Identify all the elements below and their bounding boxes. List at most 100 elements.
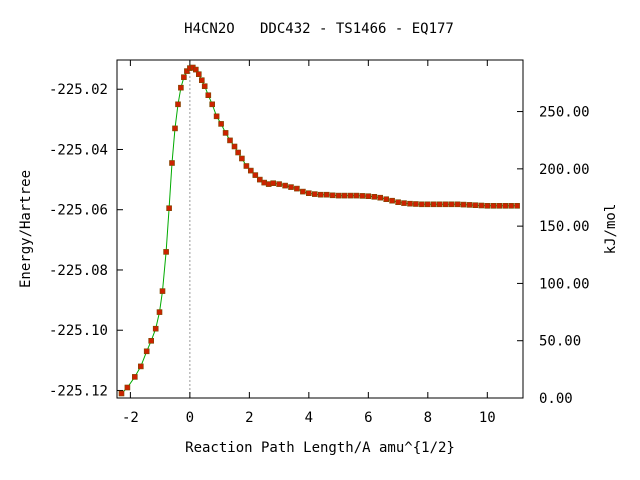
data-point: [424, 201, 431, 208]
data-point: [323, 191, 330, 198]
data-point: [205, 92, 212, 98]
data-point: [442, 201, 449, 208]
data-point: [472, 202, 479, 208]
y-axis-ticks: -225.02 -225.04 -225.06 -225.08 -225.10 -225.…: [49, 82, 123, 399]
data-point: [248, 167, 254, 174]
data-point: [288, 184, 294, 190]
data-point: [377, 194, 384, 201]
data-point: [430, 201, 437, 208]
data-point: [460, 201, 467, 208]
chart-title: H4CN2O DDC432 - TS1466 - EQ177: [184, 21, 454, 37]
data-point: [359, 193, 366, 199]
data-point: [252, 172, 259, 178]
data-point: [270, 180, 277, 186]
data-point: [156, 309, 163, 315]
y2-axis-ticks: 250.00 200.00 150.00 100.00 50.00 0.00: [517, 105, 590, 407]
data-point: [138, 363, 144, 370]
data-point: [347, 192, 354, 199]
x-axis-label: Reaction Path Length/A amu^{1/2}: [185, 440, 455, 456]
data-point: [395, 199, 401, 205]
data-point: [484, 203, 491, 209]
data-point: [496, 203, 503, 209]
y-tick-label: -225.10: [49, 323, 108, 339]
data-point: [466, 202, 473, 208]
data-point: [282, 182, 288, 189]
data-point: [256, 176, 263, 183]
y2-tick-label: 250.00: [539, 105, 590, 121]
data-point: [317, 191, 324, 198]
x-tick-label: 2: [245, 410, 253, 426]
energy-series-line: [121, 66, 518, 394]
data-point: [454, 201, 461, 208]
data-point: [419, 201, 425, 208]
y2-tick-label: 200.00: [539, 162, 590, 178]
data-point: [227, 137, 233, 144]
data-point: [329, 192, 336, 199]
data-point: [365, 193, 372, 199]
x-tick-label: 6: [364, 410, 372, 426]
data-point: [199, 77, 205, 83]
data-point: [300, 188, 306, 195]
data-point: [311, 191, 318, 197]
data-point: [166, 205, 172, 211]
data-point: [148, 337, 154, 344]
y-tick-label: -225.08: [49, 263, 108, 279]
data-point: [514, 203, 520, 209]
data-point: [124, 384, 131, 391]
y2-tick-label: 0.00: [539, 391, 573, 407]
data-point: [118, 390, 125, 397]
data-point: [235, 149, 241, 156]
y2-axis-label: kJ/mol: [603, 204, 619, 255]
energy-series-markers: [118, 64, 520, 397]
y-tick-label: -225.04: [49, 142, 108, 158]
x-tick-label: 10: [479, 410, 496, 426]
data-point: [478, 202, 485, 209]
data-point: [143, 348, 150, 355]
data-point: [490, 203, 497, 209]
data-point: [341, 192, 348, 199]
data-point: [231, 143, 238, 150]
data-point: [383, 196, 390, 202]
data-point: [239, 155, 245, 162]
y-tick-label: -225.06: [49, 203, 108, 219]
data-point: [169, 160, 175, 166]
y-tick-label: -225.02: [49, 82, 108, 98]
data-point: [335, 192, 342, 199]
data-point: [132, 374, 138, 380]
y-axis-label: Energy/Hartree: [18, 170, 34, 288]
data-point: [401, 200, 407, 206]
data-point: [508, 203, 514, 209]
y-tick-label: -225.12: [49, 383, 108, 399]
data-point: [243, 163, 250, 169]
data-point: [196, 71, 202, 77]
data-point: [193, 66, 199, 73]
data-point: [413, 201, 419, 207]
x-tick-label: 8: [424, 410, 432, 426]
data-point: [213, 113, 220, 120]
data-point: [152, 325, 159, 332]
x-tick-label: 0: [186, 410, 194, 426]
x-tick-label: -2: [122, 410, 139, 426]
data-point: [209, 101, 215, 108]
x-tick-label: 4: [305, 410, 313, 426]
data-point: [371, 194, 378, 200]
data-point: [436, 201, 443, 208]
x-axis-ticks: -2 0 2 4 6 8 10: [122, 60, 496, 426]
data-point: [172, 125, 178, 132]
y2-tick-label: 50.00: [539, 334, 581, 350]
data-point: [353, 192, 360, 199]
data-point: [181, 74, 187, 80]
data-point: [448, 201, 455, 208]
y2-tick-label: 100.00: [539, 276, 590, 292]
data-point: [201, 83, 208, 89]
data-point: [159, 288, 166, 294]
data-point: [222, 130, 229, 136]
data-point: [178, 84, 184, 91]
data-point: [294, 185, 300, 192]
data-point: [175, 101, 181, 108]
data-point: [218, 121, 224, 127]
plot-frame: [116, 59, 524, 399]
data-point: [184, 68, 190, 74]
y2-tick-label: 150.00: [539, 219, 590, 235]
